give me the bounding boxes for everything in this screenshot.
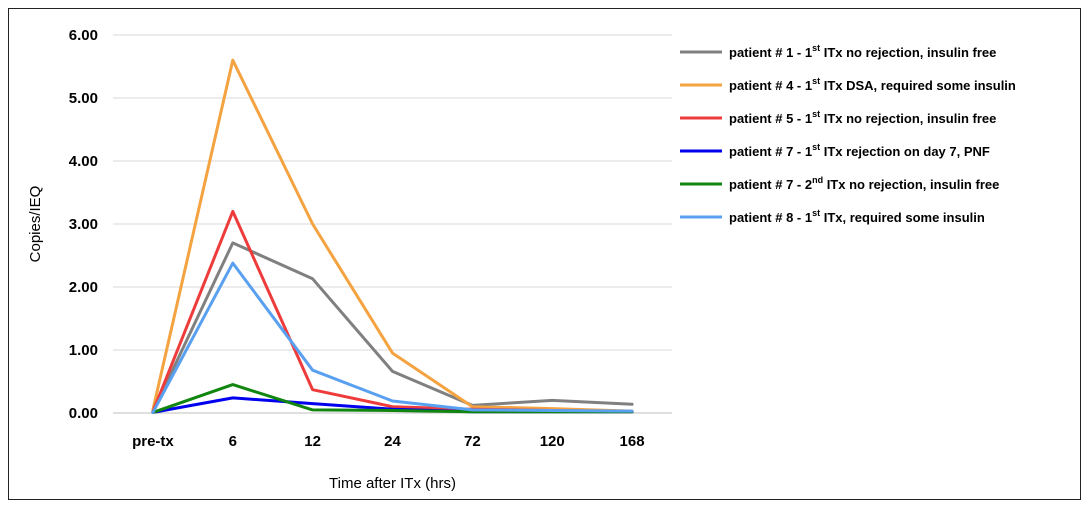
legend-label-start: patient # 8 - 1 — [729, 210, 812, 225]
x-tick-label: 168 — [620, 433, 645, 450]
y-tick-label: 0.00 — [69, 405, 98, 422]
legend-label: patient # 4 - 1st ITx DSA, required some… — [729, 76, 1016, 93]
x-axis-ticks: pre-tx 6 12 24 72 120 168 — [132, 433, 645, 450]
legend-label: patient # 1 - 1st ITx no rejection, insu… — [729, 43, 996, 60]
series-line-2 — [151, 58, 634, 413]
legend-label-start: patient # 7 - 1 — [729, 144, 812, 159]
legend-label-start: patient # 4 - 1 — [729, 78, 812, 93]
legend-label-end: ITx no rejection, insulin free — [820, 111, 996, 126]
legend-item: patient # 1 - 1st ITx no rejection, insu… — [680, 43, 996, 60]
legend-label: patient # 7 - 1st ITx rejection on day 7… — [729, 142, 990, 159]
legend-label-end: ITx no rejection, insulin free — [823, 177, 999, 192]
legend-label: patient # 8 - 1st ITx, required some ins… — [729, 208, 985, 225]
legend-label-start: patient # 5 - 1 — [729, 111, 812, 126]
legend-item: patient # 5 - 1st ITx no rejection, insu… — [680, 109, 996, 126]
legend-label-superscript: st — [812, 109, 820, 119]
x-tick-label: 24 — [384, 433, 401, 450]
legend-label-superscript: st — [812, 43, 820, 53]
y-axis-ticks: 0.00 1.00 2.00 3.00 4.00 5.00 6.00 — [69, 27, 98, 422]
x-axis-title: Time after ITx (hrs) — [329, 475, 456, 492]
legend-label-superscript: st — [812, 208, 820, 218]
y-tick-label: 5.00 — [69, 90, 98, 107]
legend-label-end: ITx DSA, required some insulin — [820, 78, 1016, 93]
y-axis-title: Copies/IEQ — [27, 186, 44, 263]
legend-label: patient # 5 - 1st ITx no rejection, insu… — [729, 109, 996, 126]
legend-label-start: patient # 7 - 2 — [729, 177, 812, 192]
series-line-3 — [151, 209, 634, 414]
legend-item: patient # 7 - 2nd ITx no rejection, insu… — [680, 175, 999, 192]
legend-label-end: ITx, required some insulin — [820, 210, 985, 225]
x-tick-label: 72 — [464, 433, 481, 450]
y-tick-label: 1.00 — [69, 342, 98, 359]
y-tick-label: 2.00 — [69, 279, 98, 296]
legend-label-start: patient # 1 - 1 — [729, 45, 812, 60]
legend-label-superscript: nd — [812, 175, 823, 185]
legend: patient # 1 - 1st ITx no rejection, insu… — [680, 43, 1016, 225]
x-tick-label: 6 — [229, 433, 237, 450]
chart-frame — [8, 8, 1081, 500]
legend-item: patient # 7 - 1st ITx rejection on day 7… — [680, 142, 990, 159]
series-line-1 — [151, 241, 634, 414]
legend-item: patient # 8 - 1st ITx, required some ins… — [680, 208, 985, 225]
x-tick-label: 12 — [304, 433, 321, 450]
legend-label-end: ITx no rejection, insulin free — [820, 45, 996, 60]
y-tick-label: 6.00 — [69, 27, 98, 44]
legend-label-superscript: st — [812, 76, 820, 86]
gridlines — [113, 34, 672, 351]
legend-label-end: ITx rejection on day 7, PNF — [820, 144, 990, 159]
legend-item: patient # 4 - 1st ITx DSA, required some… — [680, 76, 1016, 93]
legend-label-superscript: st — [812, 142, 820, 152]
x-tick-label: pre-tx — [132, 433, 174, 450]
y-tick-label: 3.00 — [69, 216, 98, 233]
y-tick-label: 4.00 — [69, 153, 98, 170]
x-tick-label: 120 — [540, 433, 565, 450]
legend-label: patient # 7 - 2nd ITx no rejection, insu… — [729, 175, 999, 192]
series-lines — [151, 58, 634, 414]
series-line-6 — [151, 261, 634, 414]
